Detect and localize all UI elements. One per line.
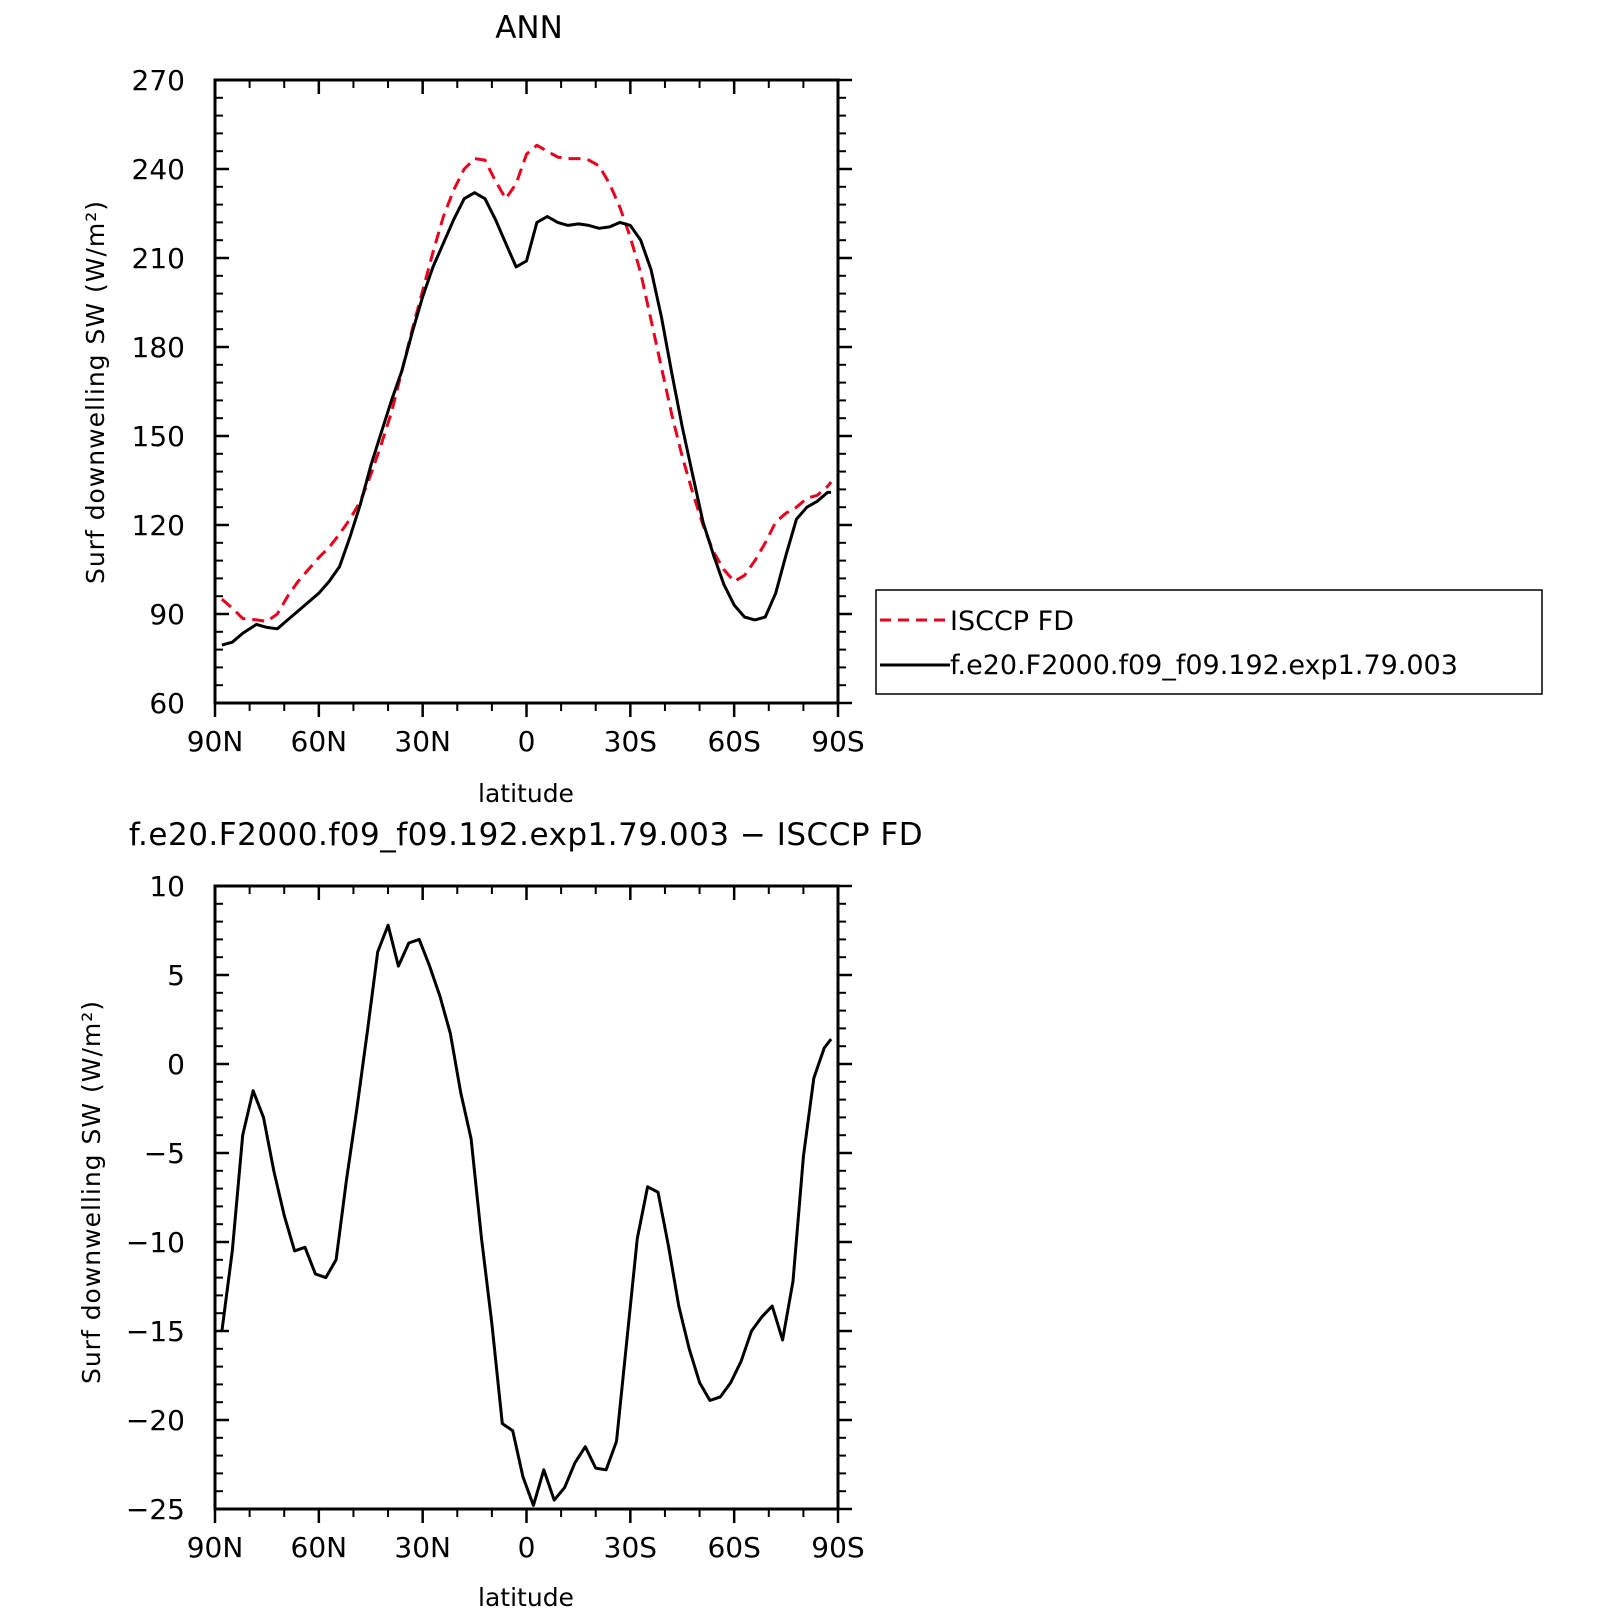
bottom-y-tick-label: 0: [167, 1048, 185, 1081]
bottom-x-axis-label: latitude: [478, 1583, 574, 1612]
legend-box: [875, 589, 1543, 695]
bottom-x-tick-label: 60N: [291, 1531, 348, 1564]
bottom-x-tick-label: 90N: [187, 1531, 244, 1564]
top-y-tick-label: 240: [132, 153, 185, 186]
top-x-tick-label: 60N: [291, 725, 348, 758]
top-x-tick-label: 30S: [604, 725, 657, 758]
top-x-tick-label: 30N: [394, 725, 451, 758]
top-y-tick-label: 270: [132, 64, 185, 97]
top-y-tick-label: 210: [132, 242, 185, 275]
bottom-x-tick-label: 30S: [604, 1531, 657, 1564]
top-x-tick-label: 60S: [707, 725, 760, 758]
bottom-plot-frame: [213, 884, 840, 1511]
bottom-y-tick-label: 10: [149, 870, 185, 903]
top-tick-labels: 60 90 120 150 180 210 240 270 90N 60N 30N 0 30S 60S 90…: [132, 64, 865, 758]
top-series: [220, 143, 833, 647]
top-plot-frame: [213, 78, 840, 705]
bottom-ticks: [213, 884, 852, 1523]
bottom-y-tick-label: −15: [126, 1315, 185, 1348]
top-series-line-isccp: [220, 143, 833, 623]
bottom-y-tick-label: −10: [126, 1226, 185, 1259]
top-series-line-model: [221, 191, 832, 647]
top-y-tick-label: 90: [149, 598, 185, 631]
top-x-tick-label: 0: [518, 725, 536, 758]
bottom-chart-title: f.e20.F2000.f09_f09.192.exp1.79.003 − IS…: [129, 817, 923, 853]
bottom-x-tick-label: 60S: [707, 1531, 760, 1564]
top-x-tick-label: 90S: [811, 725, 864, 758]
top-x-tick-label: 90N: [187, 725, 244, 758]
top-y-tick-label: 120: [132, 509, 185, 542]
legend-label-isccp: ISCCP FD: [950, 606, 1074, 637]
bottom-x-tick-label: 0: [518, 1531, 536, 1564]
legend: ISCCP FD f.e20.F2000.f09_f09.192.exp1.79…: [875, 589, 1543, 695]
bottom-tick-labels: −25 −20 −15 −10 −5 0 5 10 90N 60N 30N 0 30S 60S 90S: [126, 870, 865, 1564]
bottom-series: [220, 923, 833, 1507]
top-x-axis-label: latitude: [478, 779, 574, 808]
bottom-y-tick-label: 5: [167, 959, 185, 992]
top-chart-title: ANN: [495, 10, 563, 46]
bottom-y-tick-label: −20: [126, 1404, 185, 1437]
legend-label-model: f.e20.F2000.f09_f09.192.exp1.79.003: [950, 650, 1458, 681]
top-y-tick-label: 60: [149, 687, 185, 720]
top-y-axis-label: Surf downwelling SW (W/m²): [81, 200, 110, 584]
top-y-tick-label: 180: [132, 331, 185, 364]
top-panel: ANN Surf downwelling SW (W/m²) latitude …: [81, 10, 1543, 808]
bottom-x-tick-label: 90S: [811, 1531, 864, 1564]
bottom-y-tick-label: −25: [126, 1493, 185, 1526]
bottom-y-axis-label: Surf downwelling SW (W/m²): [77, 1000, 106, 1384]
top-y-tick-label: 150: [132, 420, 185, 453]
bottom-series-line-difference: [220, 923, 833, 1507]
bottom-y-tick-label: −5: [144, 1137, 185, 1170]
bottom-panel: f.e20.F2000.f09_f09.192.exp1.79.003 − IS…: [77, 817, 923, 1612]
bottom-x-tick-label: 30N: [394, 1531, 451, 1564]
top-ticks: [213, 78, 852, 717]
